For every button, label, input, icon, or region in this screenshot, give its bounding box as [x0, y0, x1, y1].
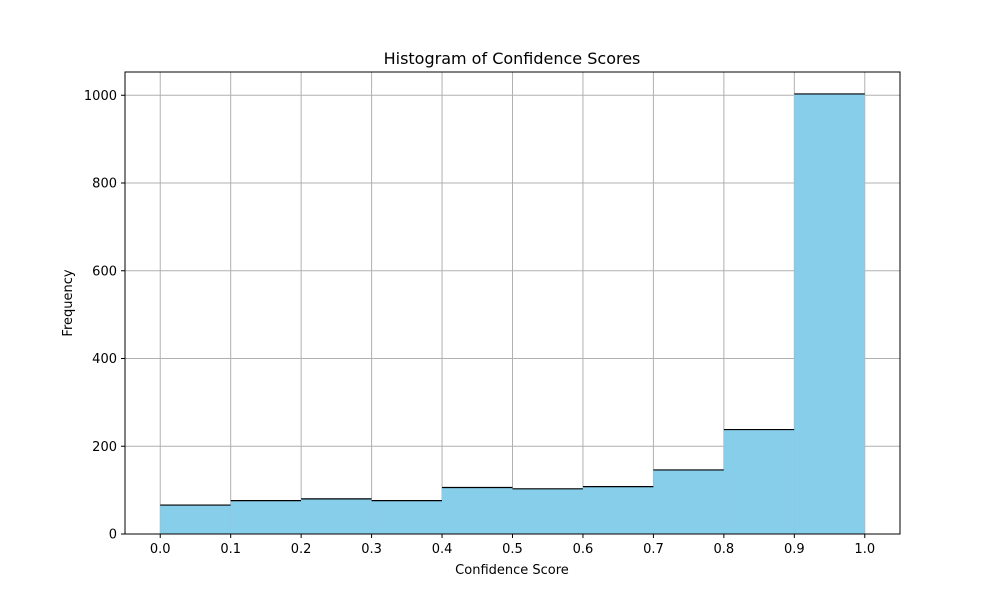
- y-tick-label: 600: [92, 264, 117, 279]
- histogram-bar: [794, 93, 865, 535]
- x-tick-label: 0.3: [361, 542, 382, 557]
- histogram-bar: [442, 487, 513, 534]
- x-tick-label: 0.4: [432, 542, 453, 557]
- y-tick-label: 200: [92, 440, 117, 455]
- histogram-bar: [582, 486, 654, 534]
- y-tick-label: 1000: [84, 89, 117, 104]
- ticks-layer: 0.0 0.1 0.2 0.3 0.4 0.5 0.6 0.7 0.8 0.9 1.0 0 200 400…: [84, 89, 875, 557]
- x-tick-label: 0.0: [150, 542, 171, 557]
- x-tick-label: 0.5: [502, 542, 523, 557]
- y-tick-label: 400: [92, 352, 117, 367]
- x-tick-label: 0.7: [643, 542, 664, 557]
- histogram-bar: [301, 498, 372, 534]
- x-tick-label: 0.8: [714, 542, 735, 557]
- y-tick-label: 0: [109, 528, 117, 543]
- x-tick-label: 0.9: [784, 542, 805, 557]
- x-axis-label: Confidence Score: [455, 563, 569, 578]
- y-axis-label: Frequency: [61, 269, 76, 336]
- histogram-bar: [160, 505, 231, 534]
- x-tick-label: 0.1: [220, 542, 241, 557]
- chart-title: Histogram of Confidence Scores: [384, 49, 641, 68]
- x-tick-label: 0.6: [573, 542, 594, 557]
- y-tick-label: 800: [92, 177, 117, 192]
- x-tick-label: 1.0: [854, 542, 875, 557]
- histogram-bar: [723, 429, 795, 534]
- histogram-bar: [653, 469, 724, 534]
- bars-layer: [160, 93, 865, 535]
- histogram-bar: [512, 488, 583, 534]
- x-tick-label: 0.2: [291, 542, 312, 557]
- histogram-bar: [230, 500, 302, 534]
- histogram-bar: [371, 500, 443, 534]
